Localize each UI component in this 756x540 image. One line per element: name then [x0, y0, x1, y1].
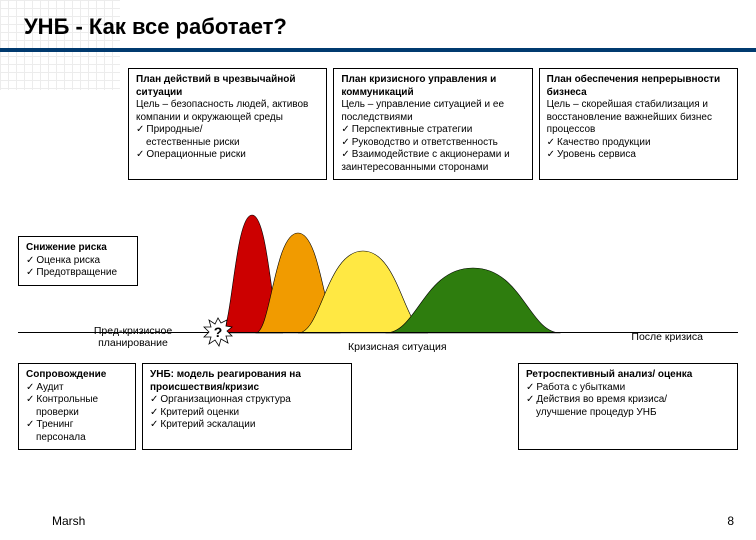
question-burst-icon: ?: [203, 317, 233, 351]
box-list: Качество продукцииУровень сервиса: [547, 137, 730, 162]
box-subtitle: Цель – безопасность людей, активов компа…: [136, 99, 319, 124]
chart-area: Снижение риска Оценка рискаПредотвращени…: [18, 186, 738, 351]
box-list: Природные/естественные рискиОперационные…: [136, 124, 319, 162]
box-heading: УНБ: модель реагирования на происшествия…: [150, 369, 344, 394]
list-item: Контрольные: [26, 394, 128, 407]
list-item: естественные риски: [136, 137, 319, 150]
spacer: [358, 363, 512, 450]
box-heading: План действий в чрезвычайной ситуации: [136, 74, 319, 99]
box-risk-reduction: Снижение риска Оценка рискаПредотвращени…: [18, 236, 138, 286]
box-retrospective: Ретроспективный анализ/ оценка Работа с …: [518, 363, 738, 450]
list-item: Оценка риска: [26, 255, 130, 268]
box-heading: Ретроспективный анализ/ оценка: [526, 369, 730, 382]
list-item: Критерий оценки: [150, 407, 344, 420]
box-heading: План кризисного управления и коммуникаци…: [341, 74, 524, 99]
box-response-model: УНБ: модель реагирования на происшествия…: [142, 363, 352, 450]
box-subtitle: Цель – управление ситуацией и ее последс…: [341, 99, 524, 124]
list-item: Перспективные стратегии: [341, 124, 524, 137]
box-emergency-plan: План действий в чрезвычайной ситуации Це…: [128, 68, 327, 180]
hump-green: [386, 268, 561, 333]
label-crisis: Кризисная ситуация: [348, 341, 447, 353]
box-heading: Сопровождение: [26, 369, 128, 382]
list-item: Операционные риски: [136, 149, 319, 162]
label-pre-crisis: Пред-кризисное планирование: [78, 325, 188, 349]
label-post-crisis: После кризиса: [631, 331, 703, 343]
box-crisis-plan: План кризисного управления и коммуникаци…: [333, 68, 532, 180]
list-item: Уровень сервиса: [547, 149, 730, 162]
list-item: персонала: [26, 432, 128, 445]
page-title: УНБ - Как все работает?: [24, 14, 732, 40]
list-item: Организационная структура: [150, 394, 344, 407]
title-bar: УНБ - Как все работает?: [0, 0, 756, 52]
box-heading: Снижение риска: [26, 242, 130, 255]
list-item: улучшение процедур УНБ: [526, 407, 730, 420]
box-list: Организационная структураКритерий оценки…: [150, 394, 344, 432]
box-list: Перспективные стратегииРуководство и отв…: [341, 124, 524, 174]
list-item: Тренинг: [26, 419, 128, 432]
list-item: Качество продукции: [547, 137, 730, 150]
list-item: проверки: [26, 407, 128, 420]
box-continuity-plan: План обеспечения непрерывности бизнеса Ц…: [539, 68, 738, 180]
content-area: План действий в чрезвычайной ситуации Це…: [0, 52, 756, 450]
list-item: Аудит: [26, 382, 128, 395]
box-heading: План обеспечения непрерывности бизнеса: [547, 74, 730, 99]
top-boxes-row: План действий в чрезвычайной ситуации Це…: [128, 68, 738, 180]
list-item: Взаимодействие с акционерами и заинтерес…: [341, 149, 524, 174]
box-list: АудитКонтрольныепроверкиТренингперсонала: [26, 382, 128, 445]
list-item: Критерий эскалации: [150, 419, 344, 432]
box-list: Работа с убыткамиДействия во время кризи…: [526, 382, 730, 420]
list-item: Работа с убытками: [526, 382, 730, 395]
list-item: Природные/: [136, 124, 319, 137]
list-item: Предотвращение: [26, 267, 130, 280]
list-item: Действия во время кризиса/: [526, 394, 730, 407]
bottom-boxes-row: Сопровождение АудитКонтрольныепроверкиТр…: [18, 363, 738, 450]
svg-text:?: ?: [214, 324, 223, 340]
footer-brand: Marsh: [52, 514, 85, 528]
box-list: Оценка рискаПредотвращение: [26, 255, 130, 280]
page-number: 8: [727, 514, 734, 528]
box-support: Сопровождение АудитКонтрольныепроверкиТр…: [18, 363, 136, 450]
box-subtitle: Цель – скорейшая стабилизация и восстано…: [547, 99, 730, 137]
list-item: Руководство и ответственность: [341, 137, 524, 150]
